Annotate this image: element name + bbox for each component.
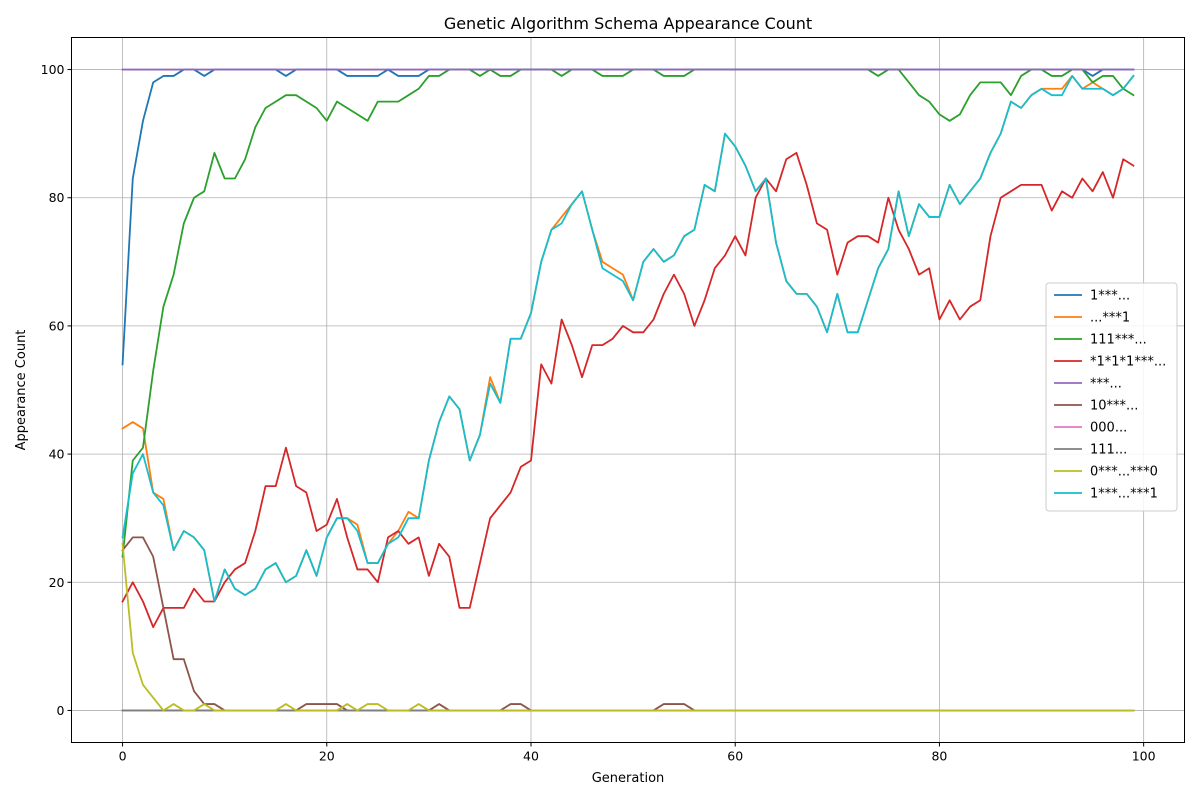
plot-area <box>121 68 1135 712</box>
series-line-9 <box>121 542 1135 712</box>
legend-label: 111***... <box>1090 333 1147 348</box>
x-tick-label: 60 <box>727 749 743 764</box>
y-tick-label: 100 <box>41 62 65 77</box>
legend-label: ***... <box>1090 377 1122 392</box>
x-axis: 0 20 40 60 80 100 <box>119 742 1156 764</box>
y-tick-label: 80 <box>49 190 65 205</box>
legend-label: 1***... <box>1090 289 1130 304</box>
x-axis-label: Generation <box>592 771 665 786</box>
series-line-2 <box>121 74 1135 603</box>
y-tick-label: 60 <box>49 318 65 333</box>
legend-label: 10***... <box>1090 399 1138 414</box>
x-tick-label: 20 <box>319 749 335 764</box>
legend-label: 0***...***0 <box>1090 465 1158 480</box>
x-tick-label: 40 <box>523 749 539 764</box>
x-tick-label: 80 <box>931 749 947 764</box>
grid-lines <box>71 37 1185 743</box>
legend-label: ...***1 <box>1090 311 1130 326</box>
x-tick-label: 0 <box>119 749 127 764</box>
series-line-4 <box>121 151 1135 629</box>
y-axis: 0 20 40 60 80 100 <box>41 62 72 718</box>
y-tick-label: 0 <box>57 703 65 718</box>
y-tick-label: 20 <box>49 575 65 590</box>
legend-label: 111... <box>1090 443 1127 458</box>
legend-label: *1*1*1***... <box>1090 355 1166 370</box>
chart-title: Genetic Algorithm Schema Appearance Coun… <box>444 14 812 33</box>
plot-frame <box>71 37 1185 743</box>
series-line-10 <box>121 74 1135 603</box>
series-line-1 <box>121 68 1135 366</box>
y-tick-label: 40 <box>49 447 65 462</box>
legend-box <box>1045 282 1178 512</box>
x-tick-label: 100 <box>1132 749 1156 764</box>
series-line-3 <box>121 68 1135 558</box>
y-axis-label: Appearance Count <box>14 330 29 451</box>
legend: 1***... ...***1 111***... *1*1*1***... ***..… <box>1045 282 1178 512</box>
legend-label: 000... <box>1090 421 1127 436</box>
legend-label: 1***...***1 <box>1090 487 1158 502</box>
